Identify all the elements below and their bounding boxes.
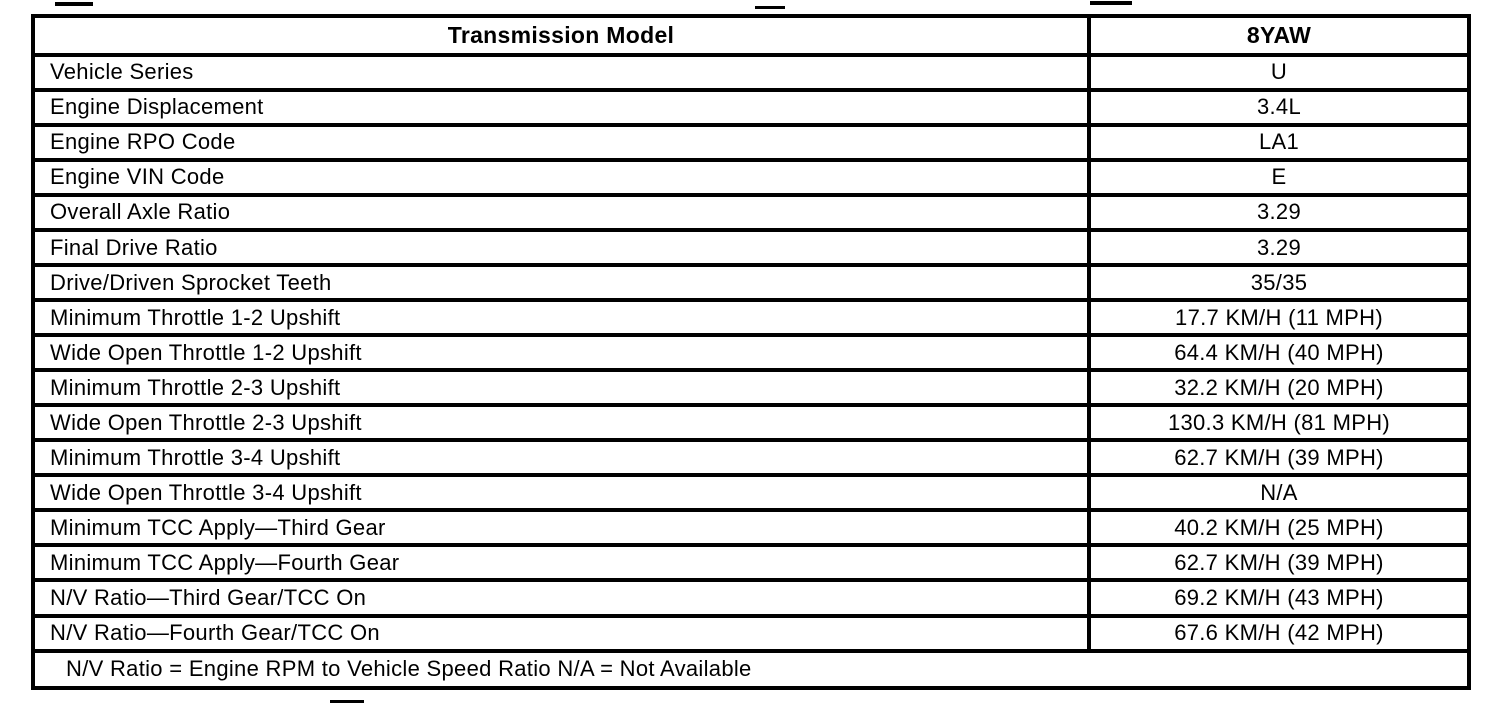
table-row-overall-axle-ratio: Overall Axle Ratio 3.29 bbox=[35, 196, 1467, 232]
table-row-min-throttle-1-2: Minimum Throttle 1-2 Upshift 17.7 KM/H (… bbox=[35, 302, 1467, 338]
table-footnote: N/V Ratio = Engine RPM to Vehicle Speed … bbox=[66, 656, 752, 682]
table-row-wot-1-2: Wide Open Throttle 1-2 Upshift 64.4 KM/H… bbox=[35, 337, 1467, 373]
spec-value: 64.4 KM/H (40 MPH) bbox=[1174, 339, 1384, 365]
table-row-nv-ratio-third: N/V Ratio—Third Gear/TCC On 69.2 KM/H (4… bbox=[35, 582, 1467, 618]
header-transmission-model: Transmission Model bbox=[35, 18, 1091, 53]
spec-value: 62.7 KM/H (39 MPH) bbox=[1174, 444, 1384, 470]
table-row-min-throttle-2-3: Minimum Throttle 2-3 Upshift 32.2 KM/H (… bbox=[35, 372, 1467, 408]
table-row-engine-vin-code: Engine VIN Code E bbox=[35, 161, 1467, 197]
spec-value: 3.29 bbox=[1256, 199, 1302, 225]
table-row-final-drive-ratio: Final Drive Ratio 3.29 bbox=[35, 232, 1467, 268]
spec-value: E bbox=[1271, 164, 1287, 190]
spec-label: Wide Open Throttle 2-3 Upshift bbox=[35, 407, 1091, 439]
spec-label: Overall Axle Ratio bbox=[35, 196, 1091, 228]
spec-value: 3.29 bbox=[1256, 234, 1302, 260]
spec-label: Minimum Throttle 2-3 Upshift bbox=[35, 372, 1091, 404]
table-row-wot-3-4: Wide Open Throttle 3-4 Upshift N/A bbox=[35, 477, 1467, 513]
scan-artifact bbox=[1090, 1, 1132, 5]
table-row-sprocket-teeth: Drive/Driven Sprocket Teeth 35/35 bbox=[35, 267, 1467, 303]
spec-value: 32.2 KM/H (20 MPH) bbox=[1174, 374, 1384, 400]
spec-label: Minimum TCC Apply—Fourth Gear bbox=[35, 547, 1091, 579]
spec-label: Vehicle Series bbox=[35, 56, 1091, 88]
table-row-min-throttle-3-4: Minimum Throttle 3-4 Upshift 62.7 KM/H (… bbox=[35, 442, 1467, 478]
spec-label: Drive/Driven Sprocket Teeth bbox=[35, 267, 1091, 299]
spec-value: 40.2 KM/H (25 MPH) bbox=[1174, 514, 1384, 540]
table-row-nv-ratio-fourth: N/V Ratio—Fourth Gear/TCC On 67.6 KM/H (… bbox=[35, 617, 1467, 653]
spec-label: Minimum Throttle 1-2 Upshift bbox=[35, 302, 1091, 334]
spec-value: 130.3 KM/H (81 MPH) bbox=[1167, 409, 1391, 435]
table-row-min-tcc-third: Minimum TCC Apply—Third Gear 40.2 KM/H (… bbox=[35, 512, 1467, 548]
spec-value: U bbox=[1270, 59, 1288, 85]
spec-value: 69.2 KM/H (43 MPH) bbox=[1174, 584, 1384, 610]
table-row-vehicle-series: Vehicle Series U bbox=[35, 56, 1467, 92]
spec-label: N/V Ratio—Third Gear/TCC On bbox=[35, 582, 1091, 614]
scan-artifact bbox=[330, 700, 364, 703]
spec-label: Engine VIN Code bbox=[35, 161, 1091, 193]
table-row-engine-displacement: Engine Displacement 3.4L bbox=[35, 91, 1467, 127]
spec-value: 35/35 bbox=[1250, 269, 1308, 295]
spec-label: Engine RPO Code bbox=[35, 126, 1091, 158]
spec-label: Minimum Throttle 3-4 Upshift bbox=[35, 442, 1091, 474]
spec-value: 67.6 KM/H (42 MPH) bbox=[1174, 620, 1384, 646]
table-header-row: Transmission Model 8YAW bbox=[35, 18, 1467, 57]
scan-artifact bbox=[55, 2, 93, 6]
header-model-code: 8YAW bbox=[1246, 21, 1312, 48]
table-footnote-row: N/V Ratio = Engine RPM to Vehicle Speed … bbox=[35, 653, 1467, 687]
spec-value: N/A bbox=[1260, 479, 1298, 505]
spec-label: Wide Open Throttle 1-2 Upshift bbox=[35, 337, 1091, 369]
spec-value: LA1 bbox=[1258, 129, 1300, 155]
table-row-wot-2-3: Wide Open Throttle 2-3 Upshift 130.3 KM/… bbox=[35, 407, 1467, 443]
table-row-min-tcc-fourth: Minimum TCC Apply—Fourth Gear 62.7 KM/H … bbox=[35, 547, 1467, 583]
scan-artifact bbox=[755, 6, 785, 9]
spec-label: Minimum TCC Apply—Third Gear bbox=[35, 512, 1091, 544]
spec-label: Wide Open Throttle 3-4 Upshift bbox=[35, 477, 1091, 509]
spec-label: Engine Displacement bbox=[35, 91, 1091, 123]
spec-value: 17.7 KM/H (11 MPH) bbox=[1175, 304, 1383, 330]
transmission-spec-table: Transmission Model 8YAW Vehicle Series U… bbox=[31, 14, 1471, 690]
spec-value: 3.4L bbox=[1256, 94, 1302, 120]
spec-label: Final Drive Ratio bbox=[35, 232, 1091, 264]
table-row-engine-rpo-code: Engine RPO Code LA1 bbox=[35, 126, 1467, 162]
spec-value: 62.7 KM/H (39 MPH) bbox=[1174, 549, 1384, 575]
spec-label: N/V Ratio—Fourth Gear/TCC On bbox=[35, 617, 1091, 649]
